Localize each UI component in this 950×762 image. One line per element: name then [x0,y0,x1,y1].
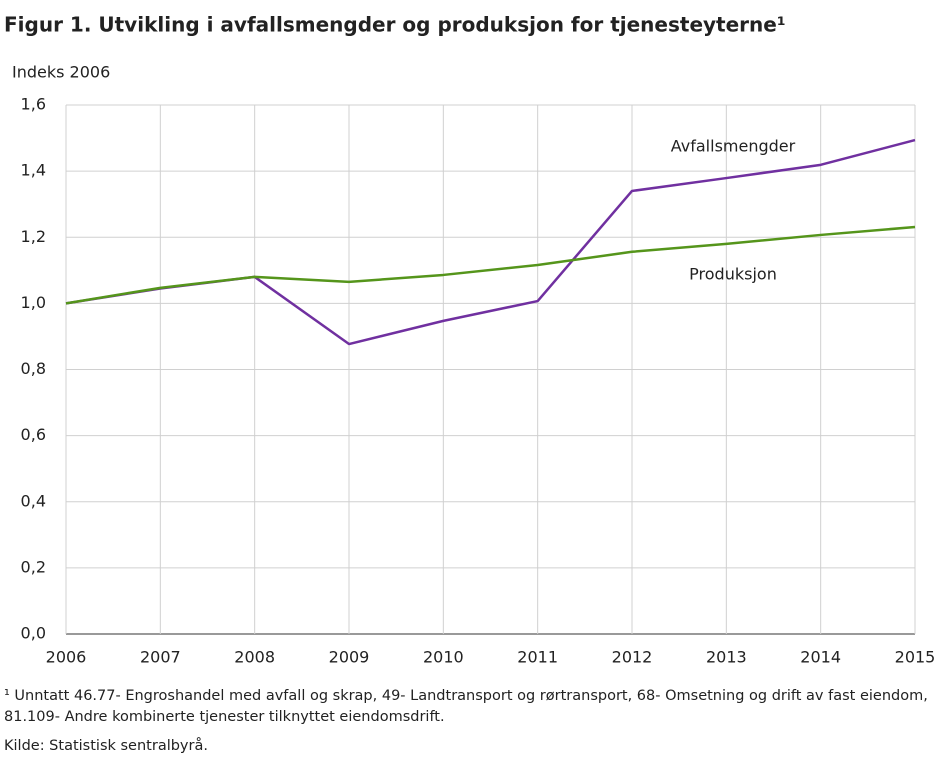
footnote: ¹ Unntatt 46.77- Engroshandel med avfall… [4,688,928,725]
legend-label: Produksjon [689,265,777,284]
chart: Figur 1. Utvikling i avfallsmengder og p… [4,13,936,667]
x-tick-label: 2015 [895,648,936,667]
x-tick-label: 2012 [612,648,653,667]
x-tick-label: 2010 [423,648,464,667]
legend-label: Avfallsmengder [671,137,796,156]
y-tick-label: 1,2 [21,227,46,246]
y-tick-label: 0,6 [21,425,46,444]
y-tick-label: 0,0 [21,624,46,643]
x-tick-label: 2007 [140,648,181,667]
y-tick-label: 0,8 [21,359,46,378]
y-tick-label: 0,2 [21,557,46,576]
x-tick-label: 2006 [46,648,87,667]
x-tick-label: 2013 [706,648,747,667]
y-tick-label: 1,0 [21,293,46,312]
y-tick-label: 1,4 [21,161,46,180]
series-line [65,225,916,305]
y-axis-label: Indeks 2006 [12,63,110,82]
x-tick-label: 2008 [234,648,275,667]
x-tick-label: 2009 [329,648,370,667]
chart-title: Figur 1. Utvikling i avfallsmengder og p… [4,13,786,37]
x-tick-label: 2014 [800,648,841,667]
source: Kilde: Statistisk sentralbyrå. [4,738,208,754]
y-tick-label: 0,4 [21,491,46,510]
y-tick-label: 1,6 [21,95,46,114]
x-tick-label: 2011 [517,648,558,667]
